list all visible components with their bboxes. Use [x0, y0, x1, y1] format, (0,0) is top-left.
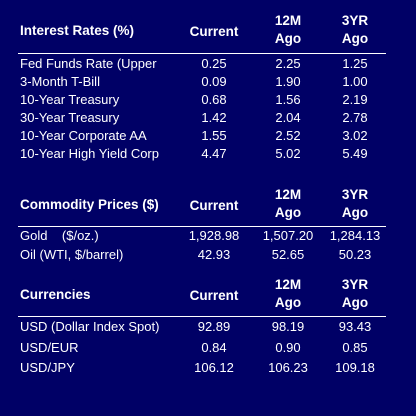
value-12m-ago: 98.19 [271, 319, 305, 334]
table-row: Gold ($/oz.) 1,928.98 1,507.20 1,284.13 [18, 227, 386, 245]
value-3yr-ago: 2.78 [342, 110, 368, 125]
column-header-3yr-ago: 3YR Ago [341, 187, 369, 220]
row-label: Oil (WTI, $/barrel) [20, 247, 124, 262]
row-label: 10-Year Corporate AA [20, 128, 147, 143]
row-label: Gold ($/oz.) [20, 228, 99, 243]
value-current: 92.89 [197, 319, 231, 334]
column-header-3yr-ago: 3YR Ago [341, 277, 369, 310]
row-label: USD/JPY [20, 360, 75, 375]
value-12m-ago: 5.02 [275, 146, 301, 161]
table-row: USD/JPY 106.12 106.23 109.18 [18, 359, 386, 377]
value-12m-ago: 2.25 [275, 56, 301, 71]
row-label: Fed Funds Rate (Upper [20, 56, 157, 71]
value-current: 0.09 [201, 74, 227, 89]
column-header-current: Current [189, 198, 239, 213]
header-divider [18, 53, 386, 54]
value-3yr-ago: 1,284.13 [329, 228, 381, 243]
value-3yr-ago: 2.19 [342, 92, 368, 107]
value-current: 106.12 [194, 360, 234, 375]
value-3yr-ago: 1.25 [342, 56, 368, 71]
column-header-3yr-ago: 3YR Ago [341, 13, 369, 46]
column-header-12m-ago: 12M Ago [274, 277, 302, 310]
table-row: USD (Dollar Index Spot) 92.89 98.19 93.4… [18, 318, 386, 336]
currencies-table: Currencies Current 12M Ago 3YR Ago USD (… [18, 276, 386, 375]
table-row: 10-Year Corporate AA 1.55 2.52 3.02 [18, 127, 386, 145]
value-current: 4.47 [201, 146, 227, 161]
interest-rates-table: Interest Rates (%) Current 12M Ago 3YR A… [18, 12, 386, 161]
row-label: USD/EUR [20, 340, 79, 355]
value-current: 1,928.98 [188, 228, 240, 243]
value-12m-ago: 2.04 [275, 110, 301, 125]
commodity-prices-table: Commodity Prices ($) Current 12M Ago 3YR… [18, 186, 386, 262]
table-title: Currencies [20, 287, 91, 302]
value-12m-ago: 0.90 [275, 340, 301, 355]
table-row: 30-Year Treasury 1.42 2.04 2.78 [18, 109, 386, 127]
table-title: Commodity Prices ($) [20, 197, 159, 212]
column-header-current: Current [189, 288, 239, 303]
column-header-current: Current [189, 24, 239, 39]
column-header-12m-ago: 12M Ago [274, 187, 302, 220]
table-header: Interest Rates (%) Current 12M Ago 3YR A… [18, 12, 386, 52]
table-row: USD/EUR 0.84 0.90 0.85 [18, 339, 386, 357]
value-3yr-ago: 1.00 [342, 74, 368, 89]
header-divider [18, 226, 386, 227]
value-12m-ago: 1.56 [275, 92, 301, 107]
value-current: 1.55 [201, 128, 227, 143]
table-row: 10-Year High Yield Corp 4.47 5.02 5.49 [18, 145, 386, 163]
value-3yr-ago: 0.85 [342, 340, 368, 355]
value-3yr-ago: 3.02 [342, 128, 368, 143]
value-3yr-ago: 50.23 [338, 247, 372, 262]
table-header: Currencies Current 12M Ago 3YR Ago [18, 276, 386, 316]
row-label: 10-Year Treasury [20, 92, 120, 107]
value-current: 0.84 [201, 340, 227, 355]
header-divider [18, 316, 386, 317]
table-title: Interest Rates (%) [20, 23, 135, 38]
value-12m-ago: 52.65 [271, 247, 305, 262]
value-3yr-ago: 5.49 [342, 146, 368, 161]
value-3yr-ago: 93.43 [338, 319, 372, 334]
value-12m-ago: 1.90 [275, 74, 301, 89]
value-current: 0.25 [201, 56, 227, 71]
value-current: 42.93 [197, 247, 231, 262]
column-header-12m-ago: 12M Ago [274, 13, 302, 46]
value-12m-ago: 2.52 [275, 128, 301, 143]
row-label: 10-Year High Yield Corp [20, 146, 159, 161]
row-label: 3-Month T-Bill [20, 74, 100, 89]
value-12m-ago: 1,507.20 [262, 228, 314, 243]
value-current: 0.68 [201, 92, 227, 107]
table-header: Commodity Prices ($) Current 12M Ago 3YR… [18, 186, 386, 226]
table-row: Fed Funds Rate (Upper 0.25 2.25 1.25 [18, 55, 386, 73]
row-label: USD (Dollar Index Spot) [20, 319, 160, 334]
value-3yr-ago: 109.18 [335, 360, 375, 375]
table-row: 10-Year Treasury 0.68 1.56 2.19 [18, 91, 386, 109]
table-row: Oil (WTI, $/barrel) 42.93 52.65 50.23 [18, 246, 386, 264]
value-12m-ago: 106.23 [268, 360, 308, 375]
row-label: 30-Year Treasury [20, 110, 120, 125]
value-current: 1.42 [201, 110, 227, 125]
table-row: 3-Month T-Bill 0.09 1.90 1.00 [18, 73, 386, 91]
